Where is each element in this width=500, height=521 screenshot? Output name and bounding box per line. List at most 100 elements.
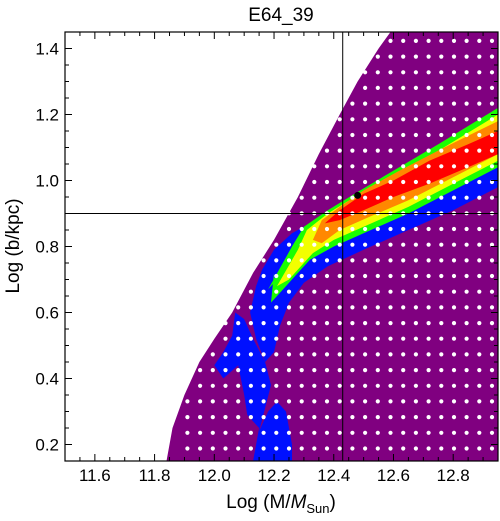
grid-point (198, 446, 203, 451)
grid-point (451, 273, 457, 279)
grid-point (312, 430, 317, 435)
grid-point (489, 117, 495, 122)
grid-point (312, 415, 317, 420)
grid-point (477, 195, 482, 200)
grid-point (248, 446, 253, 451)
grid-point (439, 321, 444, 326)
grid-point (451, 101, 457, 106)
grid-point (451, 164, 457, 169)
grid-point (477, 258, 482, 263)
grid-point (464, 226, 469, 232)
grid-point (312, 258, 317, 263)
grid-point (375, 289, 380, 294)
grid-point (426, 54, 431, 59)
grid-point (388, 179, 393, 185)
grid-point (312, 321, 317, 326)
grid-point (426, 38, 431, 44)
grid-point (451, 226, 457, 232)
grid-point (401, 85, 406, 90)
grid-point (388, 101, 393, 106)
grid-point (223, 352, 228, 357)
grid-point (451, 352, 457, 357)
grid-point (439, 101, 444, 106)
grid-point (299, 399, 304, 404)
grid-point (248, 305, 253, 310)
grid-point (286, 383, 292, 388)
grid-point (451, 383, 457, 388)
grid-point (210, 352, 215, 357)
grid-point (286, 289, 292, 294)
grid-point (363, 164, 368, 169)
grid-point (274, 415, 279, 420)
grid-point (489, 38, 495, 44)
grid-point (324, 179, 330, 185)
grid-point (363, 179, 368, 185)
x-axis-label-suffix: ) (330, 492, 336, 513)
grid-point (248, 415, 253, 420)
y-tick-label: 0.6 (35, 304, 59, 323)
grid-point (464, 305, 469, 310)
grid-point (401, 70, 406, 75)
grid-point (388, 368, 393, 373)
grid-point (451, 54, 457, 59)
grid-point (388, 195, 393, 200)
grid-point (185, 415, 190, 420)
grid-point (451, 85, 457, 90)
grid-point (274, 352, 279, 357)
grid-point (375, 54, 380, 59)
grid-point (261, 368, 266, 373)
grid-point (388, 446, 393, 451)
y-tick-label: 1.2 (35, 106, 59, 125)
grid-point (464, 101, 469, 106)
grid-point (489, 383, 495, 388)
grid-point (350, 226, 355, 232)
grid-point (401, 179, 406, 185)
grid-point (477, 336, 482, 341)
grid-point (477, 273, 482, 279)
grid-point (363, 305, 368, 310)
grid-point (324, 430, 330, 435)
grid-point (223, 383, 228, 388)
grid-point (198, 368, 203, 373)
grid-point (413, 195, 418, 200)
grid-point (223, 399, 228, 404)
grid-point (413, 399, 418, 404)
grid-point (236, 383, 241, 388)
grid-point (413, 336, 418, 341)
grid-point (451, 336, 457, 341)
grid-point (439, 336, 444, 341)
grid-point (337, 117, 342, 122)
grid-point (248, 289, 253, 294)
grid-point (261, 430, 266, 435)
grid-point (477, 289, 482, 294)
grid-point (274, 321, 279, 326)
grid-point (299, 336, 304, 341)
grid-point (451, 430, 457, 435)
grid-point (439, 446, 444, 451)
grid-point (426, 132, 431, 138)
grid-point (439, 132, 444, 138)
x-axis-label-symbol: M (291, 492, 307, 513)
grid-point (350, 132, 355, 138)
grid-point (439, 430, 444, 435)
grid-point (489, 321, 495, 326)
grid-point (426, 415, 431, 420)
grid-point (489, 368, 495, 373)
y-tick-label: 0.2 (35, 436, 59, 455)
grid-point (388, 148, 393, 153)
grid-point (324, 148, 330, 153)
grid-point (401, 117, 406, 122)
grid-point (350, 368, 355, 373)
grid-point (375, 415, 380, 420)
grid-point (439, 242, 444, 247)
grid-point (363, 368, 368, 373)
grid-point (388, 132, 393, 138)
grid-point (236, 446, 241, 451)
grid-point (464, 336, 469, 341)
grid-point (388, 242, 393, 247)
grid-point (477, 70, 482, 75)
grid-point (363, 321, 368, 326)
grid-point (337, 430, 342, 435)
grid-point (489, 226, 495, 232)
grid-point (464, 415, 469, 420)
